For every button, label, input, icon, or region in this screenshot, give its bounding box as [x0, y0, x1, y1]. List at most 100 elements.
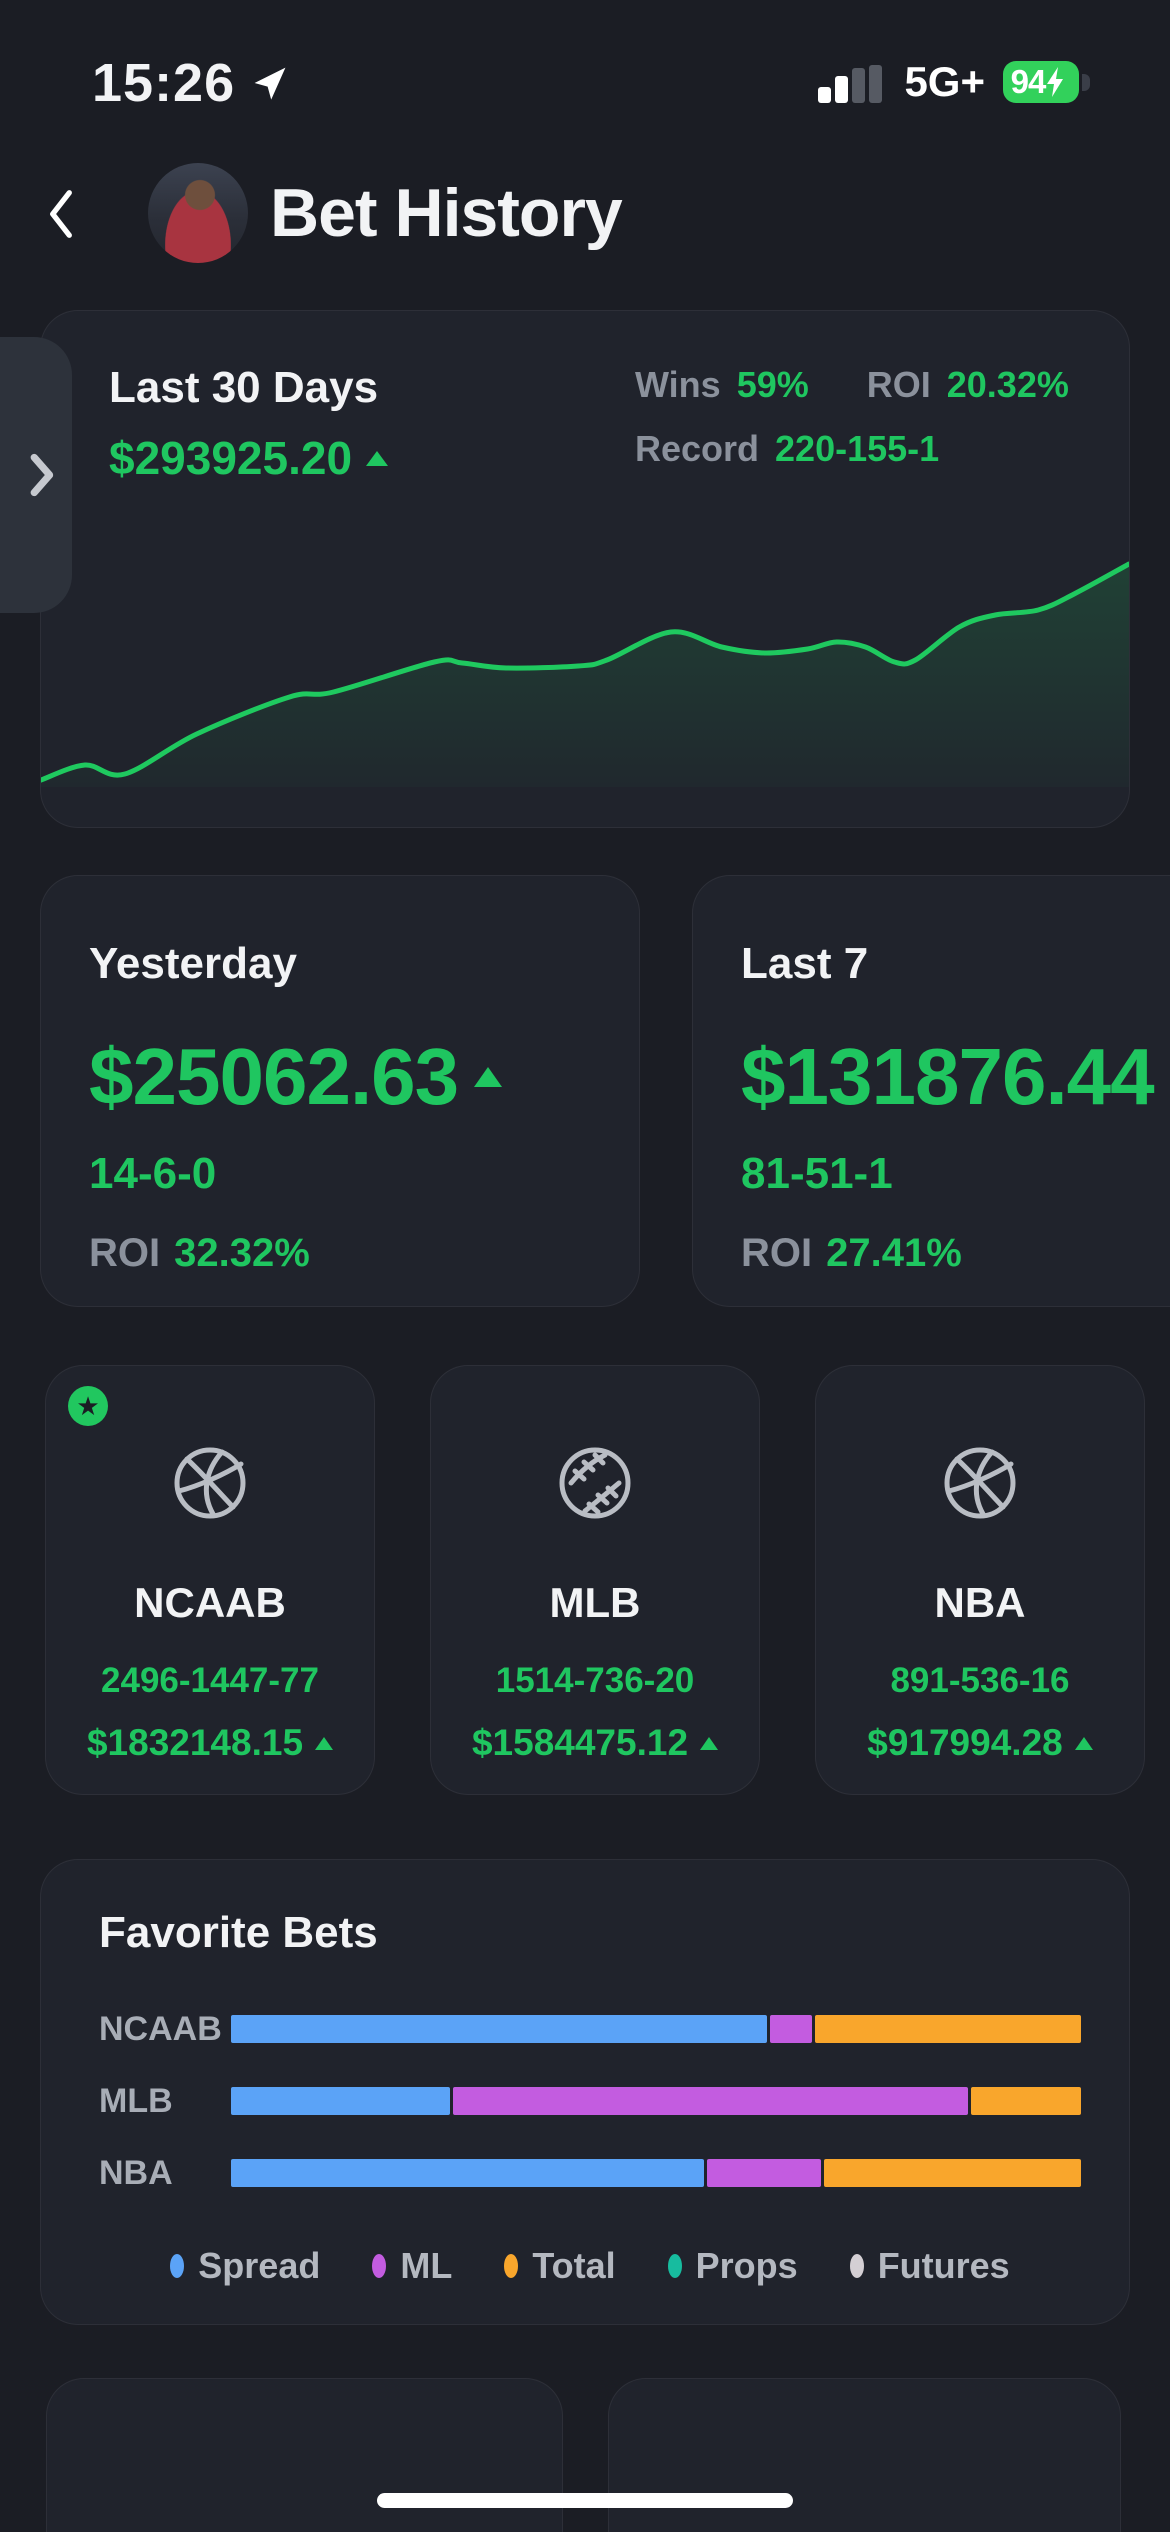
- league-record: 2496-1447-77: [101, 1661, 319, 1700]
- legend-item-props: Props: [667, 2245, 798, 2287]
- period-amount-value: $25062.63: [89, 1032, 459, 1121]
- roi-label: ROI: [866, 364, 931, 405]
- league-amount-value: $917994.28: [867, 1722, 1063, 1763]
- league-name: NCAAB: [134, 1579, 286, 1626]
- summary-amount-value: $293925.20: [109, 432, 353, 484]
- ml-dot-icon: [372, 2254, 387, 2278]
- record-label: Record: [635, 428, 760, 469]
- star-glyph: ★: [76, 1391, 100, 1421]
- home-indicator[interactable]: [377, 2493, 793, 2508]
- last-7-card: Last 7 $131876.44 81-51-1 ROI 27.41%: [692, 875, 1170, 1307]
- legend-item-spread: Spread: [170, 2245, 320, 2287]
- clock: 15:26: [92, 53, 236, 113]
- bar-segment-ml: [706, 2159, 821, 2187]
- legend-label: Spread: [198, 2245, 321, 2286]
- battery-icon: 94: [1003, 61, 1090, 103]
- stacked-bar: [231, 2015, 1081, 2043]
- status-bar-left: 15:26: [92, 52, 289, 114]
- legend-label: Props: [695, 2245, 798, 2286]
- trend-up-icon: [700, 1736, 719, 1750]
- league-record: 891-536-16: [890, 1661, 1070, 1700]
- drawer-handle[interactable]: [0, 337, 72, 613]
- roi-value: 27.41%: [826, 1231, 962, 1275]
- props-dot-icon: [667, 2254, 682, 2278]
- period-amount-value: $131876.44: [741, 1032, 1155, 1121]
- bar-segment-spread: [231, 2159, 704, 2187]
- legend-item-total: Total: [504, 2245, 616, 2287]
- legend-item-ml: ML: [372, 2245, 452, 2287]
- battery-fill: 94: [1003, 61, 1079, 103]
- wins-value: 59%: [736, 364, 809, 405]
- favorite-bets-card: Favorite Bets NCAAB MLB NBA Spread ML Tota…: [40, 1859, 1130, 2325]
- header: Bet History: [0, 160, 1170, 266]
- bar-segment-ml: [453, 2087, 969, 2115]
- basketball-icon: [944, 1447, 1016, 1519]
- bar-segment-total: [971, 2087, 1081, 2115]
- league-name: NBA: [934, 1579, 1026, 1626]
- summary-stats: Wins 59% ROI 20.32% Record 220-155-1: [635, 363, 1069, 471]
- battery-bolt-icon: [1047, 67, 1064, 97]
- bar-row-label: NBA: [99, 2153, 173, 2192]
- league-record: 1514-736-20: [495, 1661, 695, 1700]
- futures-dot-icon: [849, 2254, 864, 2278]
- back-button[interactable]: [44, 186, 88, 242]
- league-name: MLB: [549, 1579, 641, 1626]
- legend-item-futures: Futures: [849, 2245, 1010, 2287]
- chevron-right-icon: [30, 453, 54, 497]
- last-30-days-card: Last 30 Days $293925.20 Wins 59% ROI 20.…: [40, 310, 1130, 828]
- summary-amount: $293925.20: [109, 431, 389, 485]
- bottom-card-right: [608, 2378, 1121, 2532]
- trend-up-icon: [474, 1067, 503, 1087]
- bet-type-legend: Spread ML Total Props Futures: [99, 2245, 1081, 2287]
- sport-card-ncaab[interactable]: ★ NCAAB 2496-1447-77 $1832148.15: [45, 1365, 375, 1795]
- signal-bars-icon: [818, 65, 883, 103]
- sparkline-area: [41, 564, 1129, 787]
- bar-segment-total: [815, 2015, 1081, 2043]
- league-amount: $917994.28: [867, 1722, 1093, 1764]
- bet-bar-row-ncaab: NCAAB: [99, 2009, 1081, 2048]
- basketball-icon: [174, 1447, 246, 1519]
- trend-up-icon: [1074, 1736, 1093, 1750]
- period-amount: $131876.44: [741, 1031, 1170, 1123]
- league-amount-value: $1832148.15: [86, 1722, 304, 1763]
- bottom-card-left: [46, 2378, 563, 2532]
- baseball-icon: [559, 1447, 631, 1519]
- yesterday-card: Yesterday $25062.63 14-6-0 ROI 32.32%: [40, 875, 640, 1307]
- battery-cap: [1082, 73, 1090, 91]
- period-record: 14-6-0: [89, 1149, 217, 1198]
- star-badge-icon: ★: [68, 1386, 108, 1426]
- legend-label: Total: [532, 2245, 616, 2286]
- summary-head: Last 30 Days $293925.20: [109, 363, 389, 485]
- bar-segment-spread: [231, 2015, 767, 2043]
- profit-sparkline-chart: [41, 537, 1129, 787]
- period-record: 81-51-1: [741, 1149, 893, 1198]
- bar-segment-spread: [231, 2087, 451, 2115]
- location-arrow-icon: [254, 67, 286, 100]
- roi-value: 32.32%: [174, 1231, 310, 1275]
- summary-stats-row-2: Record 220-155-1: [635, 427, 1069, 471]
- wins-label: Wins: [635, 364, 721, 405]
- bar-segment-total: [823, 2159, 1081, 2187]
- favorite-bets-title: Favorite Bets: [99, 1908, 378, 1957]
- sport-card-mlb[interactable]: MLB 1514-736-20 $1584475.12: [430, 1365, 760, 1795]
- roi-label: ROI: [741, 1231, 813, 1275]
- battery-percent: 94: [1010, 63, 1047, 100]
- network-type: 5G+: [904, 58, 985, 105]
- summary-stats-row-1: Wins 59% ROI 20.32%: [635, 363, 1069, 407]
- page-title: Bet History: [270, 175, 623, 251]
- bet-bar-row-mlb: MLB: [99, 2082, 1081, 2120]
- roi-value: 20.32%: [946, 364, 1069, 405]
- legend-label: Futures: [877, 2245, 1010, 2286]
- status-bar-right: 5G+ 94: [818, 52, 1090, 112]
- record-value: 220-155-1: [775, 428, 940, 469]
- league-amount: $1832148.15: [86, 1722, 334, 1764]
- favorite-bets-rows: NCAAB MLB NBA: [99, 2009, 1081, 2192]
- avatar[interactable]: [148, 163, 248, 263]
- league-amount-value: $1584475.12: [471, 1722, 689, 1763]
- back-chevron-icon: [50, 190, 72, 238]
- sparkline-svg: [41, 561, 1129, 787]
- sport-card-nba[interactable]: NBA 891-536-16 $917994.28: [815, 1365, 1145, 1795]
- period-amount: $25062.63: [89, 1031, 591, 1123]
- bar-row-label: NCAAB: [99, 2009, 222, 2048]
